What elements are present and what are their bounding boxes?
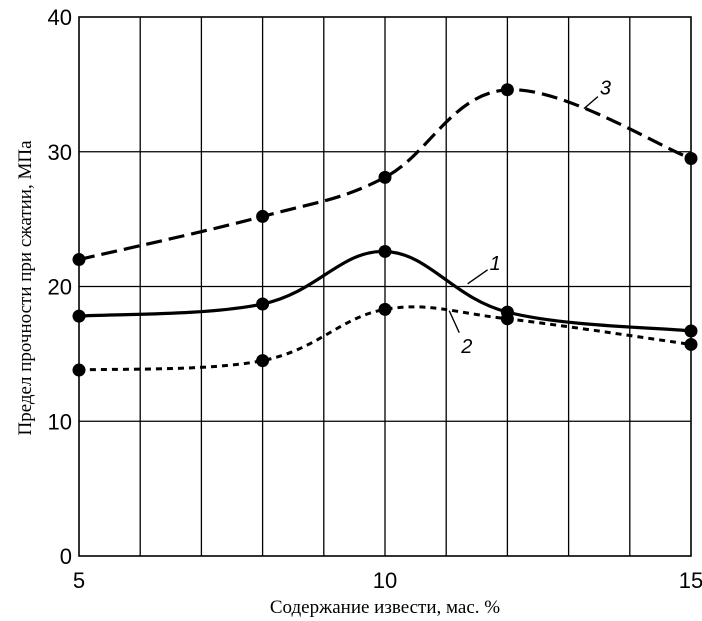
y-tick-label: 40: [48, 5, 72, 30]
x-tick-label: 15: [679, 568, 702, 593]
x-axis-label: Содержание извести, мас. %: [270, 597, 500, 618]
x-tick-label: 5: [73, 568, 85, 593]
x-tick-label: 10: [373, 568, 397, 593]
data-point-series-3: [72, 253, 86, 267]
y-tick-label: 30: [48, 140, 72, 165]
data-point-series-1: [256, 297, 270, 311]
data-point-series-2: [500, 312, 514, 326]
data-point-series-3: [256, 209, 270, 223]
series-label-leader-1: [467, 269, 489, 285]
data-point-series-2: [72, 363, 86, 377]
series-points: [72, 83, 698, 377]
y-tick-label: 20: [48, 275, 72, 300]
data-point-series-1: [378, 244, 392, 258]
series-line-2: [78, 305, 692, 372]
data-point-series-2: [378, 302, 392, 316]
data-point-series-2: [256, 354, 270, 368]
data-point-series-3: [684, 151, 698, 165]
series-label-1: 1: [490, 253, 501, 275]
grid: [79, 17, 691, 556]
data-point-series-1: [72, 309, 86, 323]
plot-frame: [78, 16, 692, 557]
series-label-3: 3: [600, 78, 611, 100]
data-point-series-3: [500, 83, 514, 97]
x-tick-labels: 5 10 15: [73, 568, 702, 593]
data-point-series-1: [684, 324, 698, 338]
y-axis-label: Предел прочности при сжатии, МПа: [15, 140, 36, 436]
data-point-series-3: [378, 170, 392, 184]
series-label-2: 2: [460, 336, 472, 358]
series-label-leader-2: [448, 310, 460, 334]
y-tick-labels: 0 10 20 30 40: [48, 5, 72, 569]
y-tick-label: 10: [48, 409, 72, 434]
series-label-leader-3: [583, 96, 599, 110]
data-point-series-2: [684, 337, 698, 351]
series-labels: 1 2 3: [448, 78, 611, 358]
y-tick-label: 0: [60, 544, 72, 569]
